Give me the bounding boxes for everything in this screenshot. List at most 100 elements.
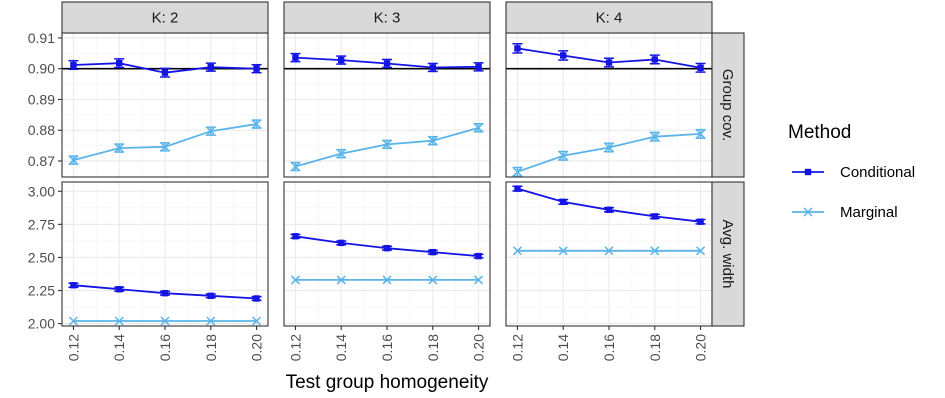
legend-key-marker — [804, 168, 812, 176]
data-point — [336, 275, 346, 285]
data-point — [651, 213, 658, 220]
data-point — [474, 123, 484, 133]
data-point — [697, 64, 704, 71]
data-point — [68, 155, 78, 165]
data-point — [512, 167, 522, 177]
panel-r0-c0 — [61, 32, 269, 178]
data-point — [428, 136, 438, 146]
strip-label: K: 3 — [374, 10, 401, 27]
x-tick-label: 0.14 — [555, 334, 571, 361]
series-marginal — [512, 246, 706, 256]
strip-label: Group cov. — [719, 69, 736, 141]
y-tick-label: 0.88 — [28, 122, 55, 138]
data-point — [207, 292, 214, 300]
data-point — [514, 45, 521, 52]
y-axis-row-2: 2.00 2.25 2.50 2.75 3.00 — [28, 183, 62, 332]
strip-row-1: Group cov. — [711, 32, 745, 178]
y-tick-label: 0.87 — [28, 153, 55, 169]
data-point — [605, 59, 613, 66]
data-point — [161, 69, 169, 76]
data-point — [290, 162, 300, 172]
series-marginal — [512, 128, 706, 177]
data-point — [161, 289, 169, 297]
x-tick-label: 0.16 — [379, 334, 395, 361]
x-tick-label: 0.16 — [601, 334, 617, 361]
x-tick-label: 0.12 — [509, 334, 525, 361]
panel-r0-c2 — [505, 32, 713, 178]
strip-column-2: K: 3 — [283, 1, 491, 34]
x-tick-label: 0.20 — [471, 334, 487, 361]
panel-r1-c0 — [61, 181, 269, 327]
legend-label: Marginal — [840, 204, 898, 221]
data-point — [604, 142, 614, 152]
x-tick-label: 0.18 — [647, 334, 663, 361]
data-point — [514, 185, 521, 192]
data-point — [338, 239, 345, 247]
y-axis-row-1: 0.87 0.88 0.89 0.90 0.91 — [28, 30, 62, 169]
data-point — [650, 246, 660, 256]
y-tick-label: 2.25 — [28, 283, 55, 299]
y-axes-layer: 0.87 0.88 0.89 0.90 0.91 2.00 2.25 2.50 2.75 3.00 — [28, 30, 62, 332]
data-point — [560, 198, 567, 206]
strip-row-2: Avg. width — [711, 181, 745, 327]
x-tick-label: 0.20 — [693, 334, 709, 361]
legend-label: Conditional — [840, 164, 915, 181]
data-point — [68, 316, 78, 326]
strip-label: Avg. width — [719, 220, 736, 289]
data-point — [70, 282, 77, 289]
strip-label: K: 4 — [596, 10, 623, 27]
data-point — [560, 52, 567, 59]
data-point — [160, 142, 170, 152]
legend-title: Method — [788, 122, 851, 143]
data-point — [160, 316, 170, 326]
series-marginal — [68, 316, 262, 326]
y-tick-label: 2.75 — [28, 216, 55, 232]
x-tick-label: 0.20 — [249, 334, 265, 361]
data-point — [696, 129, 706, 139]
y-tick-label: 2.00 — [28, 316, 55, 332]
x-tick-label: 0.16 — [157, 334, 173, 361]
x-tick-label: 0.14 — [333, 334, 349, 361]
data-point — [252, 119, 262, 129]
data-point — [382, 139, 392, 149]
strip-label: K: 2 — [152, 10, 179, 27]
data-point — [558, 151, 568, 161]
x-axis-column-2: 0.12 0.14 0.16 0.18 0.20 — [287, 326, 487, 361]
series-conditional — [290, 233, 484, 260]
x-tick-label: 0.14 — [111, 334, 127, 361]
panel-r1-c2 — [505, 181, 713, 327]
data-point — [475, 63, 482, 71]
data-point — [697, 218, 704, 225]
x-tick-label: 0.12 — [287, 334, 303, 361]
x-axis-column-1: 0.12 0.14 0.16 0.18 0.20 — [65, 326, 265, 361]
legend: Method Conditional Marginal — [788, 122, 915, 221]
data-point — [696, 246, 706, 256]
panels-layer — [61, 32, 713, 327]
y-tick-label: 2.50 — [28, 249, 55, 265]
data-point — [70, 61, 77, 69]
legend-item-conditional: Conditional — [792, 164, 915, 181]
data-point — [207, 63, 214, 71]
data-point — [383, 60, 391, 67]
series-marginal — [290, 275, 484, 285]
data-point — [382, 275, 392, 285]
data-point — [206, 126, 216, 136]
panel-r1-c1 — [283, 181, 491, 327]
series-conditional — [68, 58, 262, 78]
y-tick-label: 0.89 — [28, 91, 55, 107]
series-conditional — [512, 43, 706, 73]
x-axis-column-3: 0.12 0.14 0.16 0.18 0.20 — [509, 326, 709, 361]
x-tick-label: 0.18 — [203, 334, 219, 361]
x-axes-layer: 0.12 0.14 0.16 0.18 0.20 0.12 0.14 0.16 0.18 0.20… — [65, 326, 709, 361]
data-point — [651, 56, 658, 63]
x-axis-title: Test group homogeneity — [286, 372, 489, 393]
data-point — [429, 248, 436, 256]
series-conditional — [68, 282, 262, 302]
strip-labels-layer: K: 2 K: 3 K: 4 Group cov. Avg. width — [61, 1, 745, 327]
data-point — [253, 65, 260, 72]
data-point — [206, 316, 216, 326]
data-point — [650, 132, 660, 142]
data-point — [338, 56, 345, 64]
legend-item-marginal: Marginal — [792, 204, 898, 221]
